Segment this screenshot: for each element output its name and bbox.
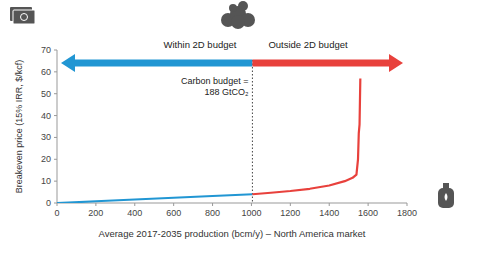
annotation: Carbon budget = — [181, 76, 248, 86]
y-axis-title: Breakeven price (15% IRR, $/kcf) — [14, 60, 24, 194]
y-tick-label: 20 — [41, 154, 51, 164]
region-label: Within 2D budget — [164, 39, 237, 50]
money-icon — [10, 7, 35, 24]
y-tick-label: 70 — [41, 45, 51, 55]
y-tick-label: 60 — [41, 67, 51, 77]
y-tick — [54, 115, 57, 116]
y-tick-label: 30 — [41, 132, 51, 142]
y-tick — [54, 181, 57, 182]
y-tick-label: 10 — [41, 176, 51, 186]
x-tick-label: 1800 — [397, 208, 417, 218]
x-tick — [57, 203, 58, 206]
y-tick — [54, 93, 57, 94]
y-tick-label: 50 — [41, 89, 51, 99]
x-tick — [251, 203, 252, 206]
x-tick-label: 1000 — [241, 208, 261, 218]
y-tick — [54, 50, 57, 51]
annotation: 188 GtCO₂ — [204, 87, 249, 97]
x-tick-label: 1600 — [358, 208, 378, 218]
y-tick-label: 0 — [46, 198, 51, 208]
budget-line — [252, 60, 253, 203]
region-arrow — [252, 54, 403, 72]
y-tick — [54, 71, 57, 72]
x-tick — [329, 203, 330, 206]
gas-icon — [438, 183, 454, 208]
region-arrow — [61, 54, 252, 72]
x-tick — [134, 203, 135, 206]
x-tick — [290, 203, 291, 206]
x-tick — [173, 203, 174, 206]
x-tick-label: 400 — [127, 208, 142, 218]
x-tick — [368, 203, 369, 206]
x-tick — [407, 203, 408, 206]
y-tick-label: 40 — [41, 111, 51, 121]
x-tick — [95, 203, 96, 206]
x-axis — [57, 203, 407, 204]
x-tick — [212, 203, 213, 206]
chart: 0 10 20 30 40 50 60 70 0 200 400 600 800 1000 1200 1400… — [0, 0, 480, 255]
y-tick — [54, 159, 57, 160]
x-tick-label: 0 — [54, 208, 59, 218]
series-line — [252, 78, 360, 194]
region-label: Outside 2D budget — [268, 39, 348, 50]
x-tick-label: 800 — [205, 208, 220, 218]
smoke-icon — [221, 1, 255, 29]
x-axis-title: Average 2017-2035 production (bcm/y) – N… — [98, 228, 365, 239]
x-tick-label: 600 — [166, 208, 181, 218]
x-tick-label: 1200 — [280, 208, 300, 218]
plot-area — [57, 78, 360, 203]
y-axis — [57, 50, 58, 203]
y-tick — [54, 137, 57, 138]
series-line — [57, 194, 252, 203]
x-tick-label: 200 — [88, 208, 103, 218]
x-tick-label: 1400 — [319, 208, 339, 218]
